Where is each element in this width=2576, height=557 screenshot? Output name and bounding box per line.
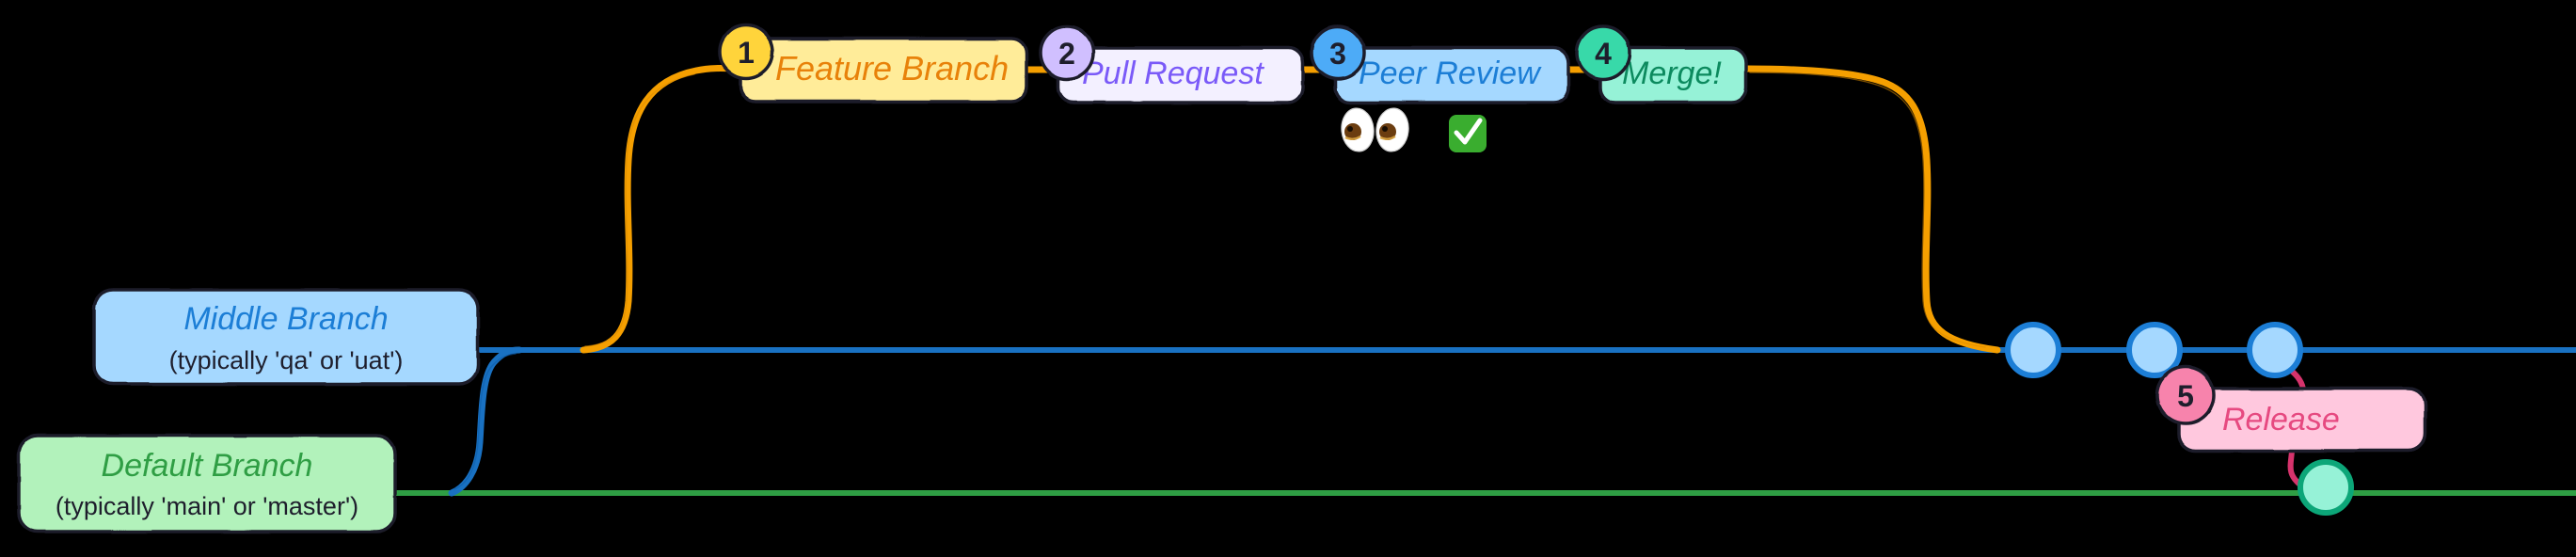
svg-text:Peer Review: Peer Review xyxy=(1359,56,1542,91)
svg-text:Release: Release xyxy=(2222,402,2340,438)
svg-text:Merge!: Merge! xyxy=(1622,56,1722,91)
svg-text:Feature Branch: Feature Branch xyxy=(775,49,1009,88)
svg-text:1: 1 xyxy=(738,36,755,70)
svg-text:3: 3 xyxy=(1329,37,1346,71)
svg-text:Pull Request: Pull Request xyxy=(1082,56,1264,91)
svg-text:2: 2 xyxy=(1058,37,1075,71)
svg-text:(typically 'qa' or 'uat'): (typically 'qa' or 'uat') xyxy=(169,346,404,374)
svg-text:(typically 'main' or 'master'): (typically 'main' or 'master') xyxy=(56,492,358,520)
svg-text:4: 4 xyxy=(1595,37,1612,71)
svg-text:Default Branch: Default Branch xyxy=(102,448,313,484)
svg-text:Middle Branch: Middle Branch xyxy=(183,301,388,337)
svg-text:5: 5 xyxy=(2177,379,2194,413)
